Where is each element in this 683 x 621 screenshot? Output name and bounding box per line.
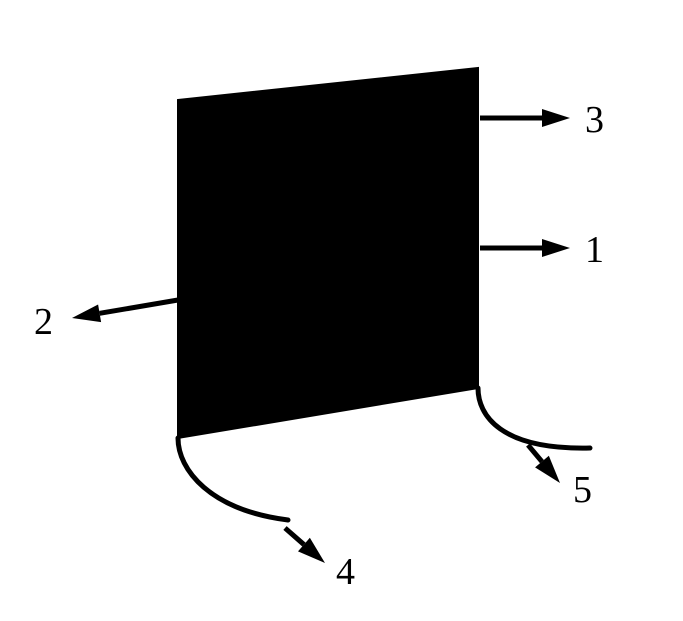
arrow-a1-head — [542, 239, 570, 257]
label-4: 4 — [336, 550, 355, 594]
panel-shape — [178, 68, 478, 438]
arrow-a2-shaft — [100, 300, 178, 313]
tail-left — [178, 438, 288, 520]
label-5: 5 — [573, 468, 592, 512]
tail-right — [478, 388, 590, 448]
arrow-a2-head — [72, 304, 101, 322]
diagram-canvas — [0, 0, 683, 621]
arrow-a5-shaft — [528, 445, 542, 462]
label-3: 3 — [585, 98, 604, 142]
label-2: 2 — [34, 300, 53, 344]
arrow-a3-head — [542, 109, 570, 127]
arrow-a4-shaft — [285, 528, 304, 545]
label-1: 1 — [585, 228, 604, 272]
